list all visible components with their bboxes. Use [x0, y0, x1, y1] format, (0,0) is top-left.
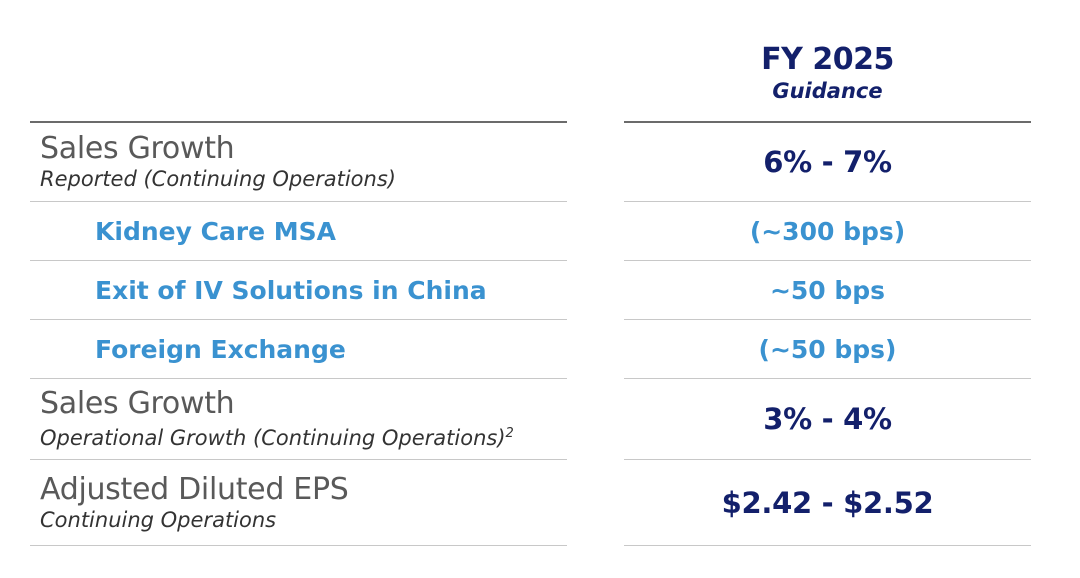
row-divider	[624, 378, 1031, 379]
row-sublabel: Operational Growth (Continuing Operation…	[40, 421, 580, 451]
row-label-block: Foreign Exchange	[40, 320, 580, 378]
row-divider	[624, 201, 1031, 202]
table-row: Sales Growth Operational Growth (Continu…	[0, 379, 1080, 459]
row-label: Sales Growth	[40, 131, 235, 166]
row-label-block: Exit of IV Solutions in China	[40, 261, 580, 319]
row-value: (~50 bps)	[624, 320, 1031, 378]
row-divider	[30, 378, 567, 379]
row-divider	[624, 260, 1031, 261]
guidance-header: FY 2025 Guidance	[624, 42, 1031, 104]
row-value-text: 3% - 4%	[763, 402, 892, 436]
row-sublabel-text: Operational Growth (Continuing Operation…	[40, 426, 506, 450]
row-label-block: Adjusted Diluted EPS Continuing Operatio…	[40, 460, 580, 545]
table-row: Exit of IV Solutions in China ~50 bps	[0, 261, 1080, 319]
table-row: Foreign Exchange (~50 bps)	[0, 320, 1080, 378]
top-rule-right	[624, 121, 1031, 123]
row-value: (~300 bps)	[624, 202, 1031, 260]
row-value: $2.42 - $2.52	[624, 460, 1031, 545]
row-divider	[30, 459, 567, 460]
row-divider	[624, 459, 1031, 460]
row-label: Exit of IV Solutions in China	[95, 275, 487, 305]
row-label-block: Sales Growth Reported (Continuing Operat…	[40, 123, 580, 201]
row-label-block: Kidney Care MSA	[40, 202, 580, 260]
row-divider	[30, 201, 567, 202]
row-divider	[30, 319, 567, 320]
row-value-text: $2.42 - $2.52	[721, 485, 934, 520]
row-value: 6% - 7%	[624, 123, 1031, 201]
row-label: Foreign Exchange	[95, 334, 346, 364]
row-divider	[30, 545, 567, 546]
top-rule-left	[30, 121, 567, 123]
row-divider	[624, 545, 1031, 546]
row-value-text: 6% - 7%	[763, 145, 892, 179]
row-label: Adjusted Diluted EPS	[40, 471, 349, 507]
row-value: ~50 bps	[624, 261, 1031, 319]
table-row: Sales Growth Reported (Continuing Operat…	[0, 123, 1080, 201]
header-title: FY 2025	[761, 42, 894, 77]
row-label: Kidney Care MSA	[95, 216, 337, 246]
table-row: Adjusted Diluted EPS Continuing Operatio…	[0, 460, 1080, 545]
row-value-text: ~50 bps	[769, 275, 886, 305]
header-subtitle: Guidance	[772, 79, 883, 103]
table-row: Kidney Care MSA (~300 bps)	[0, 202, 1080, 260]
row-value: 3% - 4%	[624, 379, 1031, 459]
row-label-block: Sales Growth Operational Growth (Continu…	[40, 379, 580, 459]
row-divider	[30, 260, 567, 261]
row-value-text: (~50 bps)	[758, 334, 897, 364]
row-sublabel: Continuing Operations	[40, 507, 277, 532]
footnote-marker: 2	[505, 426, 514, 441]
row-sublabel: Reported (Continuing Operations)	[40, 167, 396, 191]
row-value-text: (~300 bps)	[749, 216, 906, 246]
row-divider	[624, 319, 1031, 320]
row-label: Sales Growth	[40, 386, 235, 421]
